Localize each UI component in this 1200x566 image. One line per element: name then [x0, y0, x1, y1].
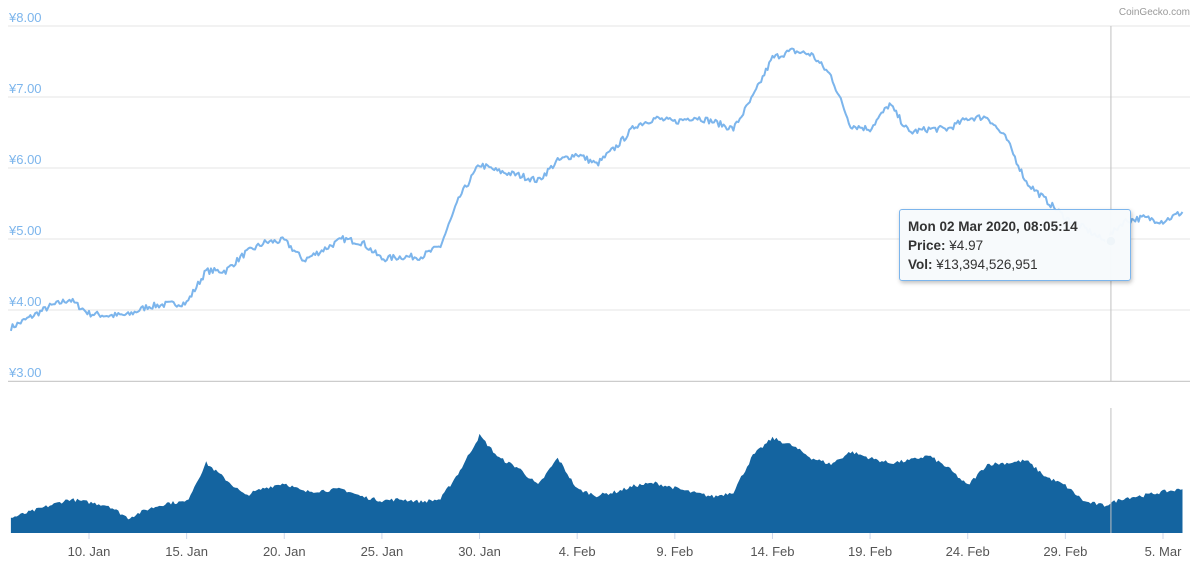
tooltip-price-label: Price: — [908, 238, 946, 253]
x-tick-label: 9. Feb — [656, 544, 693, 559]
x-tick-label: 5. Mar — [1145, 544, 1183, 559]
x-tick-label: 4. Feb — [559, 544, 596, 559]
y-tick-label: ¥5.00 — [8, 223, 42, 238]
data-tooltip: Mon 02 Mar 2020, 08:05:14 Price: ¥4.97 V… — [899, 209, 1131, 281]
x-tick-label: 14. Feb — [750, 544, 794, 559]
tooltip-volume-row: Vol: ¥13,394,526,951 — [908, 255, 1122, 274]
y-tick-label: ¥7.00 — [8, 81, 42, 96]
x-tick-label: 30. Jan — [458, 544, 501, 559]
tooltip-vol-label: Vol: — [908, 257, 933, 272]
x-tick-label: 19. Feb — [848, 544, 892, 559]
price-gridlines — [8, 25, 1190, 382]
price-axis-labels: ¥3.00 ¥4.00 ¥5.00 ¥6.00 ¥7.00 ¥8.00 — [8, 10, 42, 380]
x-tick-label: 29. Feb — [1043, 544, 1087, 559]
tooltip-price-row: Price: ¥4.97 — [908, 236, 1122, 255]
x-tick-label: 15. Jan — [165, 544, 208, 559]
date-axis-labels: 10. Jan 15. Jan 20. Jan 25. Jan 30. Jan 4. Fe… — [68, 533, 1182, 559]
price-series-line — [9, 47, 1184, 332]
y-tick-label: ¥8.00 — [8, 10, 42, 25]
x-tick-label: 24. Feb — [946, 544, 990, 559]
x-tick-label: 20. Jan — [263, 544, 306, 559]
y-tick-label: ¥4.00 — [8, 294, 42, 309]
y-tick-label: ¥6.00 — [8, 152, 42, 167]
tooltip-date: Mon 02 Mar 2020, 08:05:14 — [908, 219, 1078, 234]
x-tick-label: 25. Jan — [361, 544, 404, 559]
credit-label[interactable]: CoinGecko.com — [1119, 7, 1190, 18]
x-tick-label: 10. Jan — [68, 544, 111, 559]
tooltip-vol-value: ¥13,394,526,951 — [936, 257, 1038, 272]
tooltip-price-value: ¥4.97 — [949, 238, 984, 253]
volume-area — [10, 433, 1183, 533]
y-tick-label: ¥3.00 — [8, 365, 42, 380]
